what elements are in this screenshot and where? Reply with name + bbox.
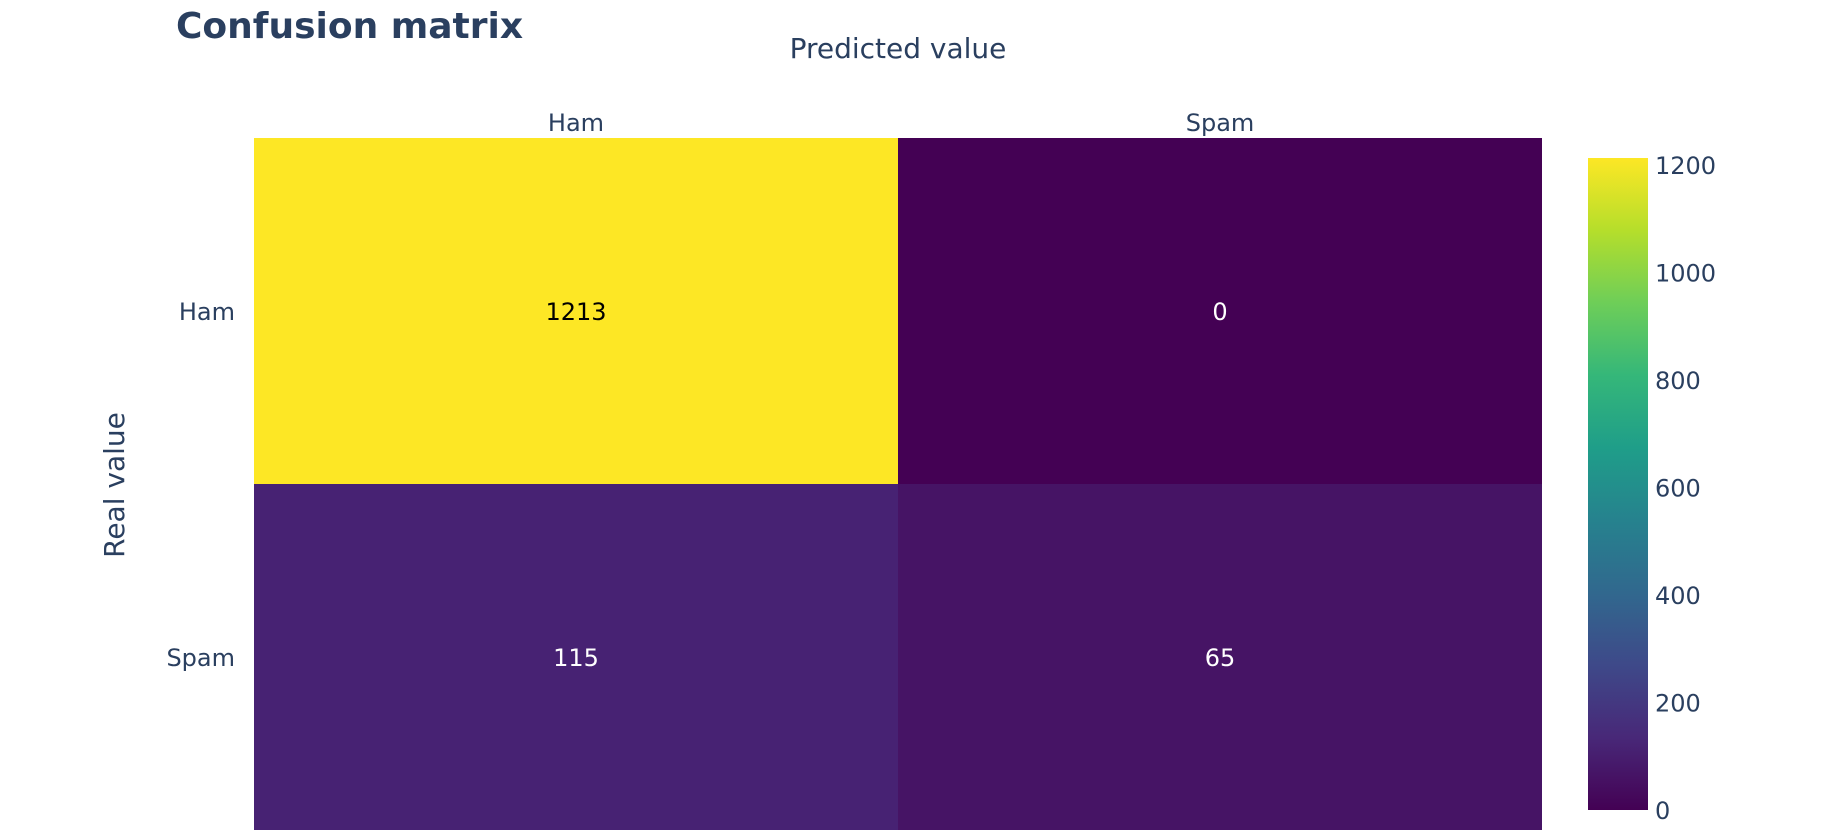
x-axis-title: Predicted value [790, 32, 1007, 65]
heatmap-cell [898, 138, 1542, 484]
cell-value-label: 1213 [545, 298, 606, 326]
colorbar-tick-label: 400 [1655, 582, 1701, 610]
colorbar-tick-label: 600 [1655, 474, 1701, 502]
y-tick-label: Spam [166, 644, 235, 672]
y-axis-title: Real value [98, 412, 131, 558]
cell-value-label: 65 [1205, 644, 1236, 672]
cell-value-label: 115 [553, 644, 599, 672]
chart-title: Confusion matrix [176, 6, 523, 47]
x-tick-label: Spam [1186, 109, 1255, 137]
cell-value-label: 0 [1212, 298, 1227, 326]
colorbar-tick-label: 200 [1655, 689, 1701, 717]
heatmap-cells: 1213 0 115 65 [254, 138, 1542, 830]
colorbar-ticks: 0 200 400 600 800 1000 1200 [1655, 152, 1716, 825]
heatmap-cell [254, 138, 898, 484]
colorbar: 0 200 400 600 800 1000 1200 [1588, 152, 1716, 825]
colorbar-tick-label: 1200 [1655, 152, 1716, 180]
y-tick-label: Ham [179, 298, 235, 326]
colorbar-tick-label: 0 [1655, 797, 1670, 825]
colorbar-tick-label: 800 [1655, 367, 1701, 395]
x-axis-ticks: Ham Spam [548, 109, 1254, 137]
colorbar-tick-label: 1000 [1655, 259, 1716, 287]
colorbar-gradient [1588, 158, 1648, 810]
heatmap-cell [254, 484, 898, 830]
y-axis-ticks: Ham Spam [166, 298, 235, 672]
x-tick-label: Ham [548, 109, 604, 137]
heatmap-cell [898, 484, 1542, 830]
